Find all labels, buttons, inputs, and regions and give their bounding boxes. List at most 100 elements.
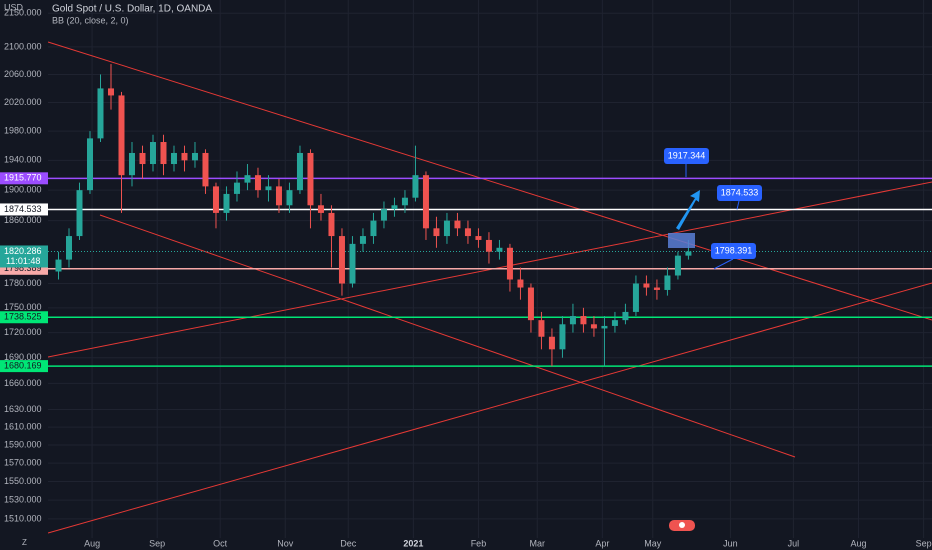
- time-axis: [0, 538, 932, 550]
- trend-line: [99, 214, 796, 458]
- price-tag-label: 1738.525: [4, 312, 42, 322]
- x-tick-label: Apr: [595, 538, 609, 548]
- candle-body: [65, 236, 72, 260]
- candle-body: [202, 152, 209, 187]
- candle-body: [254, 175, 261, 191]
- price-tag-label: 1874.533: [4, 204, 42, 214]
- candle-body: [338, 236, 345, 284]
- candle-body: [181, 152, 188, 161]
- candle-body: [233, 182, 240, 194]
- candles: [55, 64, 692, 367]
- candle-body: [317, 205, 324, 213]
- callout-pointer: [736, 200, 740, 210]
- candle-body: [307, 152, 314, 206]
- candle-body: [391, 205, 398, 210]
- y-tick-label: 1780.000: [4, 278, 42, 288]
- callout-box: [711, 243, 756, 259]
- candle-body: [128, 152, 135, 176]
- indicator-label[interactable]: BB (20, close, 2, 0): [52, 15, 129, 25]
- candle-body: [359, 236, 366, 244]
- candle-body: [506, 247, 513, 280]
- candle-body: [170, 152, 177, 165]
- price-tag-label: 1915.770: [4, 173, 42, 183]
- candle-body: [412, 175, 419, 198]
- y-tick-label: 2060.000: [4, 69, 42, 79]
- y-tick-label: 1860.000: [4, 215, 42, 225]
- candle-body: [370, 220, 377, 237]
- x-tick-label: Aug: [84, 538, 100, 548]
- x-tick-label: Jun: [723, 538, 738, 548]
- candle-body: [443, 220, 450, 237]
- candle-body: [401, 197, 408, 206]
- trend-line: [47, 41, 932, 321]
- candle-body: [275, 186, 282, 206]
- symbol-title[interactable]: Gold Spot / U.S. Dollar, 1D, OANDA: [52, 4, 212, 15]
- candle-body: [496, 247, 503, 252]
- corner-label: Z: [22, 538, 27, 547]
- y-tick-label: 1980.000: [4, 126, 42, 136]
- candle-body: [622, 311, 629, 321]
- target-box: [668, 233, 695, 248]
- y-tick-label: 1660.000: [4, 378, 42, 388]
- callout-box: [717, 185, 762, 201]
- candle-body: [296, 152, 303, 191]
- x-tick-label: Feb: [471, 538, 487, 548]
- x-tick-label: Mar: [529, 538, 545, 548]
- callout-box: [664, 148, 709, 164]
- candle-body: [349, 243, 356, 284]
- candle-body: [244, 175, 251, 183]
- candle-body: [328, 212, 335, 237]
- candle-body: [380, 209, 387, 221]
- candle-body: [86, 138, 93, 191]
- candle-body: [538, 320, 545, 337]
- arrow: [676, 190, 700, 230]
- x-tick-label: Dec: [340, 538, 357, 548]
- last-price-label: 1820.286: [4, 246, 42, 256]
- y-tick-label: 1720.000: [4, 327, 42, 337]
- candle-body: [76, 190, 83, 237]
- callout-label: 1874.533: [721, 187, 759, 197]
- candle-body: [118, 95, 125, 176]
- y-tick-label: 1570.000: [4, 458, 42, 468]
- candle-body: [139, 152, 146, 165]
- candle-body: [601, 325, 608, 329]
- candle-body: [55, 259, 62, 272]
- candle-body: [223, 193, 230, 213]
- candle-body: [485, 239, 492, 252]
- currency: USD: [4, 2, 24, 12]
- candle-body: [632, 283, 639, 312]
- price-tag: [0, 172, 48, 185]
- y-tick-label: 2150.000: [4, 8, 42, 18]
- candle-body: [517, 279, 524, 288]
- x-tick-label: Oct: [213, 538, 228, 548]
- candle-body: [475, 236, 482, 240]
- candle-body: [653, 287, 660, 290]
- candle-body: [580, 316, 587, 325]
- candle-body: [559, 324, 566, 350]
- candle-body: [212, 186, 219, 213]
- candle-body: [685, 251, 692, 256]
- x-tick-label: 2021: [403, 538, 423, 548]
- candle-body: [265, 186, 272, 191]
- candle-body: [611, 320, 618, 326]
- y-tick-label: 1590.000: [4, 439, 42, 449]
- candle-body: [149, 142, 156, 165]
- candle-body: [422, 175, 429, 229]
- alert-icon[interactable]: [669, 520, 695, 531]
- levels: [48, 177, 932, 367]
- candle-body: [674, 255, 681, 276]
- countdown: 11:01:48: [6, 256, 40, 266]
- x-tick-label: Jul: [788, 538, 800, 548]
- candle-body: [569, 316, 576, 325]
- candle-body: [664, 275, 671, 290]
- y-tick-label: 1610.000: [4, 422, 42, 432]
- callout-pointer: [713, 258, 734, 270]
- price-tag: [0, 360, 48, 373]
- callout-label: 1798.391: [715, 245, 753, 255]
- x-tick-label: Aug: [851, 538, 867, 548]
- candle-body: [590, 324, 597, 329]
- candle-body: [548, 336, 555, 350]
- y-tick-label: 2100.000: [4, 41, 42, 51]
